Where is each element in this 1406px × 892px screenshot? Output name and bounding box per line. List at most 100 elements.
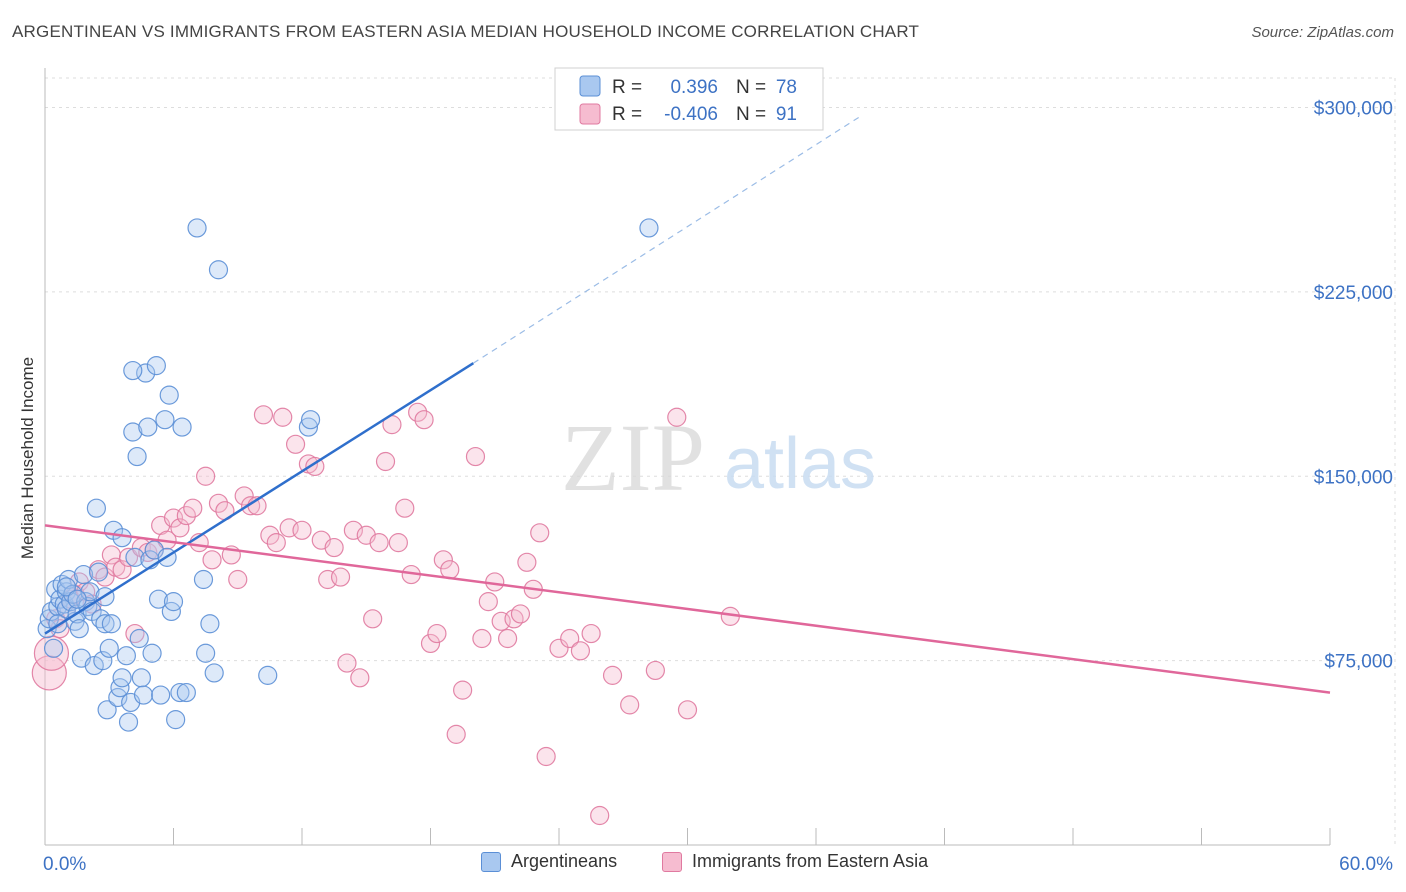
immigrants-point [330, 567, 351, 587]
y-tick-label: $300,000 [1314, 99, 1393, 120]
argentineans-point [196, 643, 216, 663]
argentineans-point [123, 360, 143, 381]
argentineans-point [204, 663, 224, 683]
argentineans-point [116, 646, 136, 666]
y-tick-label: $225,000 [1314, 283, 1393, 304]
immigrants-point [510, 604, 531, 624]
immigrants-point [350, 668, 370, 688]
immigrants-point [170, 518, 190, 538]
legend-item-immigrants[interactable]: Immigrants from Eastern Asia [662, 851, 928, 872]
legend-swatch-immigrants [662, 851, 682, 872]
immigrants-point [369, 533, 389, 553]
legend-label-immigrants: Immigrants from Eastern Asia [692, 851, 929, 871]
legend-n-label-1: N = [736, 77, 766, 98]
argentineans-point [146, 356, 166, 376]
argentineans-point [138, 417, 158, 437]
argentineans-point [118, 712, 139, 732]
argentineans-point [133, 685, 154, 705]
argentineans-point [73, 564, 94, 585]
immigrants-point [228, 569, 248, 590]
legend-n-value-1: 78 [776, 77, 797, 98]
argentineans-point [58, 569, 79, 590]
immigrants-point [375, 451, 396, 472]
immigrants-point [208, 493, 229, 513]
series-argentineans-points [37, 218, 659, 732]
argentineans-point [187, 218, 207, 238]
immigrants-point [667, 407, 687, 427]
argentineans-point [170, 682, 190, 703]
immigrants-point [478, 592, 498, 612]
immigrants-point [420, 633, 441, 654]
immigrants-point [176, 505, 196, 526]
immigrants-point [453, 680, 473, 700]
y-axis-label: Median Household Income [18, 357, 37, 559]
argentineans-trend-line [44, 362, 475, 635]
argentineans-point [298, 417, 319, 437]
immigrants-point [530, 523, 550, 543]
trend-lines [44, 116, 1331, 694]
argentineans-point [127, 446, 147, 467]
watermark: ZIP atlas [561, 404, 876, 511]
argentineans-point [155, 410, 175, 430]
argentineans-point [159, 385, 179, 405]
immigrants-trend-line [44, 524, 1331, 694]
chart-title: ARGENTINEAN VS IMMIGRANTS FROM EASTERN A… [12, 22, 920, 41]
legend-r-label-2: R = [612, 104, 642, 125]
legend-top: R = 0.396 N = 78 R = -0.406 N = 91 [554, 67, 824, 131]
immigrants-point [446, 724, 466, 744]
legend-swatch-pink [579, 103, 601, 125]
argentineans-point [172, 417, 192, 437]
argentineans-point [99, 638, 119, 658]
argentineans-point [123, 422, 143, 442]
immigrants-point [305, 456, 325, 477]
y-tick-labels: $75,000 $150,000 $225,000 $300,000 [1314, 99, 1393, 673]
legend-item-argentineans[interactable]: Argentineans [481, 851, 617, 872]
argentineans-point [142, 643, 162, 663]
argentineans-point [176, 682, 196, 703]
argentineans-point [131, 668, 151, 688]
immigrants-point [602, 665, 623, 685]
legend-n-label-2: N = [736, 104, 766, 125]
y-tick-label: $150,000 [1314, 467, 1393, 488]
argentineans-point [67, 589, 87, 609]
immigrants-point [292, 520, 312, 540]
immigrants-point [590, 805, 610, 826]
immigrants-point [388, 533, 408, 553]
series-immigrants-points [31, 402, 740, 826]
x-tick-labels: 0.0% 60.0% [43, 854, 1393, 875]
immigrants-point [645, 660, 665, 681]
x-tick-label-min: 0.0% [43, 854, 86, 875]
immigrants-point [498, 628, 518, 649]
legend-n-value-2: 91 [776, 104, 797, 125]
immigrants-point [202, 550, 222, 570]
argentineans-point [166, 710, 186, 730]
immigrants-point [581, 623, 601, 644]
immigrants-point [517, 552, 537, 572]
legend-swatch-argentineans [481, 851, 501, 872]
immigrants-point [395, 498, 415, 518]
argentineans-point [148, 589, 169, 609]
argentineans-point [200, 614, 220, 634]
immigrants-point [112, 560, 132, 580]
gridlines [45, 77, 1396, 845]
immigrants-point [343, 520, 363, 540]
legend-swatch-blue [579, 75, 601, 97]
immigrants-point [472, 628, 492, 649]
argentineans-point [208, 260, 229, 280]
immigrants-point [324, 537, 344, 558]
argentineans-point [93, 651, 113, 671]
argentineans-point [125, 547, 145, 567]
immigrants-point [285, 434, 306, 454]
legend-r-label-1: R = [612, 77, 642, 98]
argentineans-point [56, 577, 77, 597]
watermark-zip: ZIP [561, 404, 705, 511]
argentineans-trend-extension [473, 116, 860, 364]
immigrants-point [253, 405, 274, 425]
immigrants-point [234, 486, 254, 506]
argentineans-point [88, 562, 109, 582]
immigrants-point [465, 446, 486, 467]
immigrants-point [363, 609, 383, 629]
immigrants-point [504, 609, 524, 629]
immigrants-point [536, 746, 556, 767]
